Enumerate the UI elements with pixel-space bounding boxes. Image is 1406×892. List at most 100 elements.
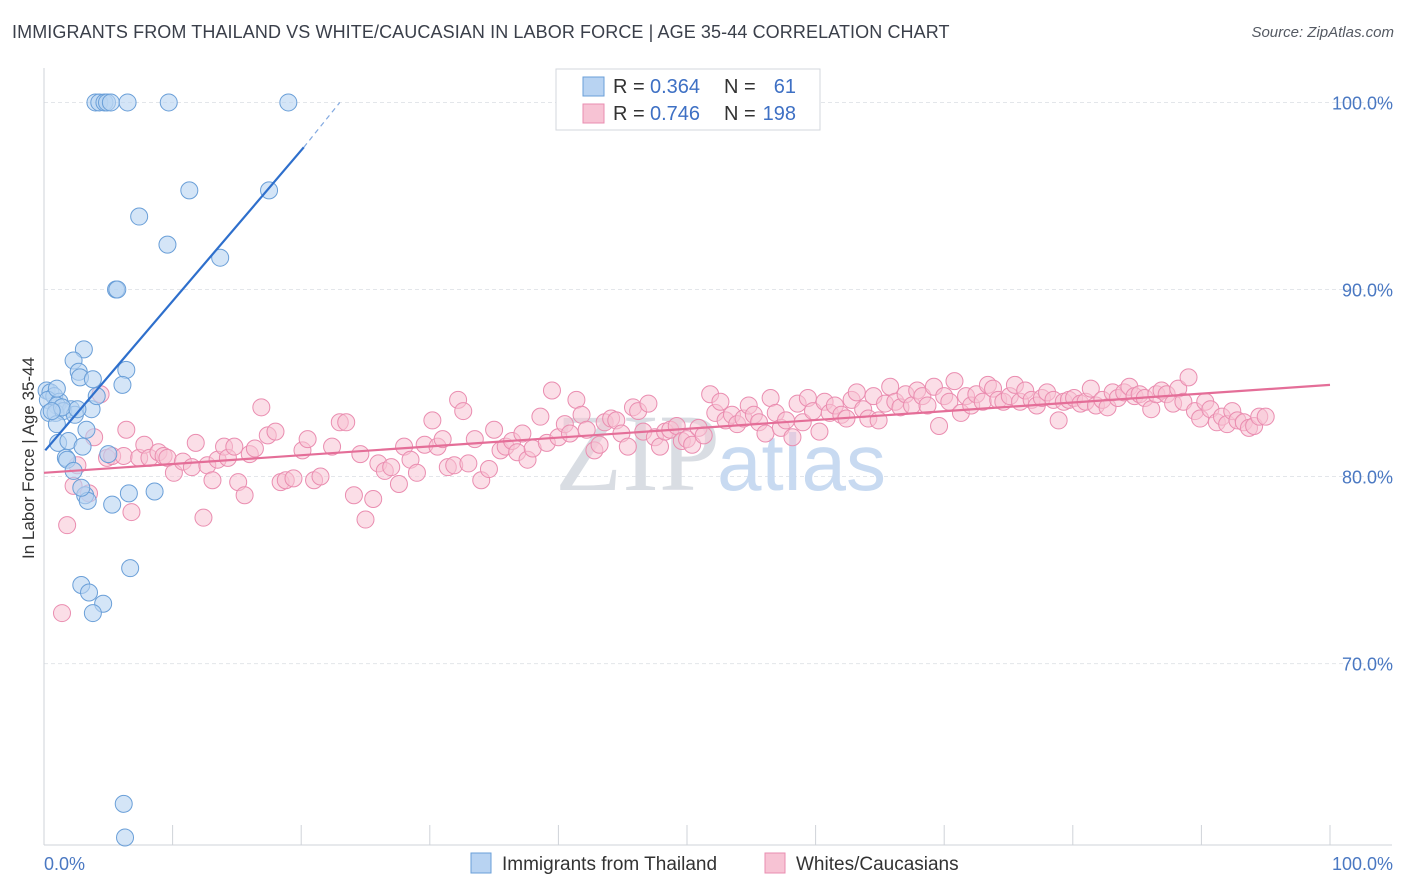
whites-point-140 xyxy=(881,377,900,396)
whites-point-42 xyxy=(311,467,330,486)
series-legend-thailand: Immigrants from Thailand xyxy=(502,854,717,875)
thailand-point-46 xyxy=(119,484,138,503)
whites-point-188 xyxy=(1142,400,1161,419)
stats-legend: R = 0.364 N = 61 R = 0.746 N = 198 xyxy=(555,68,821,131)
thailand-point-4 xyxy=(101,93,120,112)
whites-point-65 xyxy=(459,454,478,473)
x-tick-labels: 0.0% 100.0% xyxy=(44,854,1393,874)
whites-point-66 xyxy=(465,430,484,449)
whites-trend-line xyxy=(43,383,1331,474)
whites-point-52 xyxy=(382,458,401,477)
x-tick-label-start: 0.0% xyxy=(44,854,85,874)
whites-point-24 xyxy=(203,471,222,490)
thailand-point-7 xyxy=(279,93,298,112)
whites-point-74 xyxy=(513,424,532,443)
whites-point-79 xyxy=(542,381,561,400)
thailand-point-14 xyxy=(108,280,127,299)
whites-point-46 xyxy=(344,486,363,505)
x-tick-label-end: 100.0% xyxy=(1332,854,1393,874)
chart-title: IMMIGRANTS FROM THAILAND VS WHITE/CAUCAS… xyxy=(12,22,950,42)
whites-point-33 xyxy=(252,398,271,417)
thailand-point-51 xyxy=(80,583,99,602)
whites-point-64 xyxy=(454,402,473,421)
thailand-point-58 xyxy=(68,400,87,419)
y-tick-label-100: 100.0% xyxy=(1332,93,1393,113)
whites-point-38 xyxy=(284,469,303,488)
thailand-point-59 xyxy=(42,402,61,421)
whites-point-177 xyxy=(1081,379,1100,398)
legend-swatch-whites xyxy=(582,103,605,124)
whites-point-98 xyxy=(650,437,669,456)
whites-point-47 xyxy=(351,445,370,464)
thailand-point-47 xyxy=(145,482,164,501)
y-tick-label-70: 70.0% xyxy=(1342,655,1393,675)
whites-point-35 xyxy=(266,422,285,441)
whites-points xyxy=(53,368,1275,623)
whites-point-0 xyxy=(53,604,72,623)
whites-point-147 xyxy=(918,396,937,415)
thailand-point-6 xyxy=(159,93,178,112)
whites-point-118 xyxy=(761,388,780,407)
whites-point-68 xyxy=(479,460,498,479)
thailand-point-35 xyxy=(77,420,96,439)
gridlines xyxy=(44,101,1392,665)
thailand-point-39 xyxy=(73,437,92,456)
whites-point-21 xyxy=(186,433,205,452)
legend-swatch-thailand xyxy=(582,76,605,97)
whites-point-40 xyxy=(298,430,317,449)
y-tick-label-90: 90.0% xyxy=(1342,280,1393,300)
whites-point-11 xyxy=(122,503,141,522)
thailand-trend-line xyxy=(44,146,305,452)
legend-n-label-2: N = xyxy=(724,103,756,125)
whites-point-149 xyxy=(930,417,949,436)
whites-point-58 xyxy=(423,411,442,430)
whites-point-9 xyxy=(114,446,133,465)
whites-point-10 xyxy=(117,420,136,439)
whites-point-49 xyxy=(364,489,383,508)
thailand-point-19 xyxy=(83,370,102,389)
legend-n-value-2: 198 xyxy=(763,103,796,125)
source-credit: Source: ZipAtlas.com xyxy=(1251,24,1394,41)
whites-point-22 xyxy=(194,508,213,527)
whites-point-28 xyxy=(225,437,244,456)
whites-point-127 xyxy=(810,422,829,441)
whites-point-77 xyxy=(531,407,550,426)
whites-point-60 xyxy=(433,430,452,449)
y-tick-labels: 70.0% 80.0% 90.0% 100.0% xyxy=(1332,93,1393,674)
axes xyxy=(43,68,1392,846)
series-legend-swatch-thailand xyxy=(470,852,492,874)
y-tick-label-80: 80.0% xyxy=(1342,468,1393,488)
whites-point-121 xyxy=(777,411,796,430)
legend-n-label-1: N = xyxy=(724,76,756,98)
thailand-trend-extension xyxy=(303,102,341,148)
whites-point-106 xyxy=(694,426,713,445)
whites-point-209 xyxy=(1256,407,1275,426)
thailand-point-45 xyxy=(103,495,122,514)
thailand-point-5 xyxy=(118,93,137,112)
legend-r-label-2: R = xyxy=(613,103,645,125)
thailand-point-12 xyxy=(158,235,177,254)
whites-point-195 xyxy=(1179,368,1198,387)
legend-n-value-1: 61 xyxy=(774,76,796,98)
thailand-point-10 xyxy=(130,207,149,226)
whites-point-69 xyxy=(485,420,504,439)
whites-point-96 xyxy=(639,394,658,413)
whites-point-43 xyxy=(323,437,342,456)
thailand-point-55 xyxy=(116,828,135,847)
whites-point-117 xyxy=(756,424,775,443)
thailand-point-49 xyxy=(121,559,140,578)
legend-r-value-1: 0.364 xyxy=(650,76,700,98)
whites-point-1 xyxy=(58,516,77,535)
thailand-point-8 xyxy=(180,181,199,200)
whites-point-32 xyxy=(245,439,264,458)
whites-point-152 xyxy=(945,372,964,391)
whites-point-87 xyxy=(590,435,609,454)
thailand-point-21 xyxy=(113,375,132,394)
trend-lines xyxy=(43,102,1331,474)
whites-point-30 xyxy=(235,486,254,505)
whites-point-85 xyxy=(577,420,596,439)
thailand-point-56 xyxy=(47,379,66,398)
thailand-points xyxy=(37,93,298,847)
thailand-point-36 xyxy=(87,387,106,406)
